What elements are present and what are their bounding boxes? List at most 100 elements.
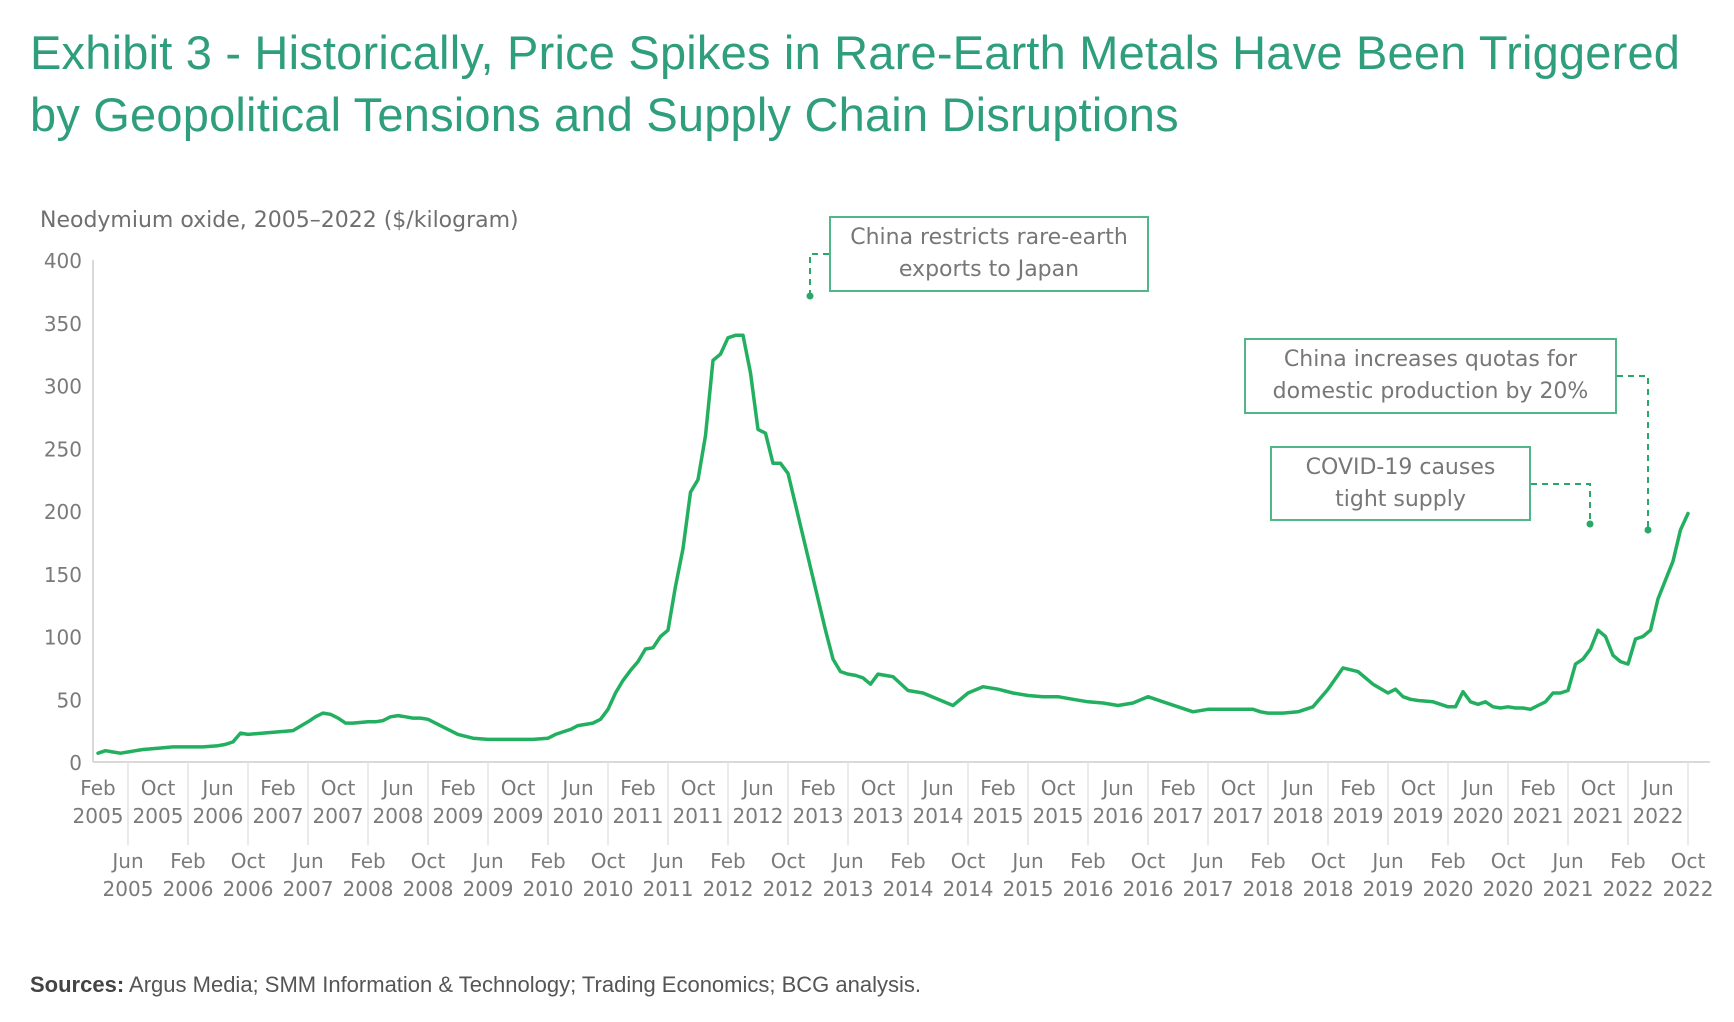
x-tick-label-bottom: 2007 <box>283 877 334 901</box>
x-tick-label-top: Feb <box>1340 776 1375 800</box>
connector-dot <box>1586 520 1594 528</box>
x-tick-label-top: 2006 <box>193 804 244 828</box>
x-tick-label-bottom: Oct <box>411 849 446 873</box>
x-tick-label-bottom: Feb <box>1250 849 1285 873</box>
x-tick-label-bottom: 2016 <box>1123 877 1174 901</box>
x-tick-label-bottom: 2018 <box>1303 877 1354 901</box>
x-tick-label-top: Feb <box>620 776 655 800</box>
chart-subtitle: Neodymium oxide, 2005–2022 ($/kilogram) <box>40 208 519 233</box>
x-tick-label-top: 2011 <box>613 804 664 828</box>
x-tick-label-top: Jun <box>1100 776 1133 800</box>
x-tick-label-top: 2020 <box>1453 804 1504 828</box>
x-tick-label-top: Oct <box>861 776 896 800</box>
x-tick-label-bottom: 2017 <box>1183 877 1234 901</box>
x-tick-label-bottom: Feb <box>350 849 385 873</box>
x-tick-label-bottom: Feb <box>710 849 745 873</box>
x-tick-label-bottom: Oct <box>1491 849 1526 873</box>
y-tick-label: 400 <box>44 249 82 273</box>
x-tick-label-bottom: Jun <box>290 849 323 873</box>
x-tick-label-top: 2008 <box>373 804 424 828</box>
y-tick-label: 250 <box>44 437 82 461</box>
annotation-covid-tight-supply: COVID-19 causes tight supply <box>1270 446 1531 521</box>
y-tick-label: 50 <box>57 688 82 712</box>
x-tick-label-top: Feb <box>1160 776 1195 800</box>
x-tick-label-top: 2019 <box>1393 804 1444 828</box>
x-tick-label-bottom: Jun <box>830 849 863 873</box>
x-tick-label-top: 2017 <box>1153 804 1204 828</box>
x-tick-label-top: 2014 <box>913 804 964 828</box>
x-tick-label-top: 2015 <box>1033 804 1084 828</box>
annotation-text-line2: exports to Japan <box>898 257 1080 282</box>
annotation-connectors <box>806 253 1652 534</box>
x-tick-label-bottom: 2014 <box>883 877 934 901</box>
x-tick-label-bottom: 2011 <box>643 877 694 901</box>
x-tick-label-top: 2005 <box>133 804 184 828</box>
y-tick-label: 300 <box>44 375 82 399</box>
x-tick-label-bottom: Jun <box>650 849 683 873</box>
x-tick-label-bottom: 2009 <box>463 877 514 901</box>
x-axis: Feb 2005 Oct 2005 Jun 2006 Feb 2007 Oct 2007 Jun 20… <box>73 761 1714 901</box>
x-tick-label-top: Oct <box>1221 776 1256 800</box>
x-tick-label-bottom: 2021 <box>1543 877 1594 901</box>
y-tick-label: 350 <box>44 312 82 336</box>
x-tick-label-top: 2021 <box>1513 804 1564 828</box>
annotation-china-restricts-exports: China restricts rare-earth exports to Ja… <box>829 216 1149 292</box>
x-tick-label-top: Feb <box>980 776 1015 800</box>
x-tick-label-bottom: 2013 <box>823 877 874 901</box>
y-tick-label: 0 <box>69 751 82 775</box>
x-tick-label-top: Feb <box>440 776 475 800</box>
x-tick-label-top: Jun <box>1280 776 1313 800</box>
x-tick-label-bottom: 2008 <box>343 877 394 901</box>
x-tick-label-top: Jun <box>740 776 773 800</box>
connector-dot <box>806 292 814 300</box>
chart-title: Exhibit 3 - Historically, Price Spikes i… <box>30 26 1681 141</box>
x-tick-label-top: Jun <box>1640 776 1673 800</box>
x-tick-label-bottom: 2016 <box>1063 877 1114 901</box>
x-tick-label-top: 2016 <box>1093 804 1144 828</box>
x-tick-label-top: Oct <box>1401 776 1436 800</box>
sources-text: Argus Media; SMM Information & Technolog… <box>124 972 921 997</box>
x-tick-label-bottom: 2020 <box>1483 877 1534 901</box>
annotation-text-line1: China restricts rare-earth <box>850 225 1128 250</box>
x-tick-label-bottom: Jun <box>1010 849 1043 873</box>
x-tick-label-top: 2011 <box>673 804 724 828</box>
x-tick-label-bottom: Feb <box>170 849 205 873</box>
x-tick-label-bottom: Oct <box>231 849 266 873</box>
x-tick-label-top: 2009 <box>493 804 544 828</box>
x-tick-label-top: 2007 <box>313 804 364 828</box>
annotation-china-increases-quotas: China increases quotas for domestic prod… <box>1244 338 1617 414</box>
x-tick-label-top: Oct <box>501 776 536 800</box>
connector-china-quotas <box>1617 375 1649 530</box>
connector-china-restricts <box>809 253 829 296</box>
x-tick-label-top: Jun <box>200 776 233 800</box>
x-tick-label-bottom: Feb <box>530 849 565 873</box>
annotation-text-line1: COVID-19 causes <box>1305 454 1496 480</box>
x-tick-label-bottom: 2019 <box>1363 877 1414 901</box>
x-tick-label-top: 2017 <box>1213 804 1264 828</box>
x-tick-label-bottom: 2015 <box>1003 877 1054 901</box>
y-tick-label: 100 <box>44 626 82 650</box>
x-tick-label-bottom: Oct <box>951 849 986 873</box>
x-tick-label-top: 2021 <box>1573 804 1624 828</box>
x-tick-label-top: 2013 <box>853 804 904 828</box>
x-tick-label-bottom: Jun <box>1370 849 1403 873</box>
x-tick-label-top: Oct <box>1041 776 1076 800</box>
x-tick-label-bottom: 2022 <box>1663 877 1714 901</box>
x-tick-label-bottom: 2005 <box>103 877 154 901</box>
x-tick-label-top: Feb <box>1520 776 1555 800</box>
x-tick-label-bottom: Feb <box>1610 849 1645 873</box>
x-tick-label-bottom: 2008 <box>403 877 454 901</box>
x-tick-label-top: Feb <box>800 776 835 800</box>
x-tick-label-bottom: 2022 <box>1603 877 1654 901</box>
x-tick-label-bottom: Jun <box>470 849 503 873</box>
x-tick-label-top: 2018 <box>1273 804 1324 828</box>
x-tick-label-bottom: 2010 <box>583 877 634 901</box>
annotation-text-line2: domestic production by 20% <box>1272 379 1589 404</box>
x-tick-label-top: 2013 <box>793 804 844 828</box>
x-tick-label-top: 2012 <box>733 804 784 828</box>
x-tick-label-bottom: 2006 <box>163 877 214 901</box>
x-tick-label-top: Feb <box>260 776 295 800</box>
x-tick-label-top: 2019 <box>1333 804 1384 828</box>
x-tick-label-bottom: Oct <box>1131 849 1166 873</box>
